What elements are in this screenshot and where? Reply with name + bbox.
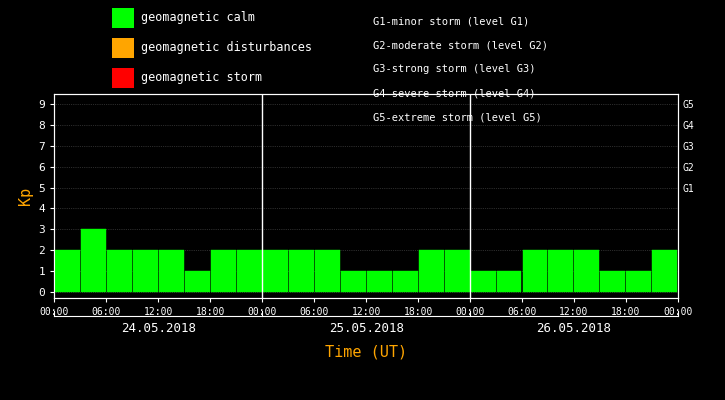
Bar: [262, 250, 288, 292]
Bar: [159, 250, 183, 292]
Bar: [367, 271, 392, 292]
Bar: [574, 250, 600, 292]
Y-axis label: Kp: Kp: [18, 187, 33, 205]
Text: geomagnetic storm: geomagnetic storm: [141, 72, 262, 84]
Text: G3-strong storm (level G3): G3-strong storm (level G3): [373, 64, 536, 74]
Text: G5-extreme storm (level G5): G5-extreme storm (level G5): [373, 112, 542, 122]
Bar: [444, 250, 470, 292]
Text: geomagnetic calm: geomagnetic calm: [141, 12, 255, 24]
Bar: [600, 271, 626, 292]
Text: 26.05.2018: 26.05.2018: [536, 322, 611, 334]
Bar: [341, 271, 365, 292]
Bar: [471, 271, 495, 292]
Text: geomagnetic disturbances: geomagnetic disturbances: [141, 42, 312, 54]
Bar: [549, 250, 573, 292]
Text: G2-moderate storm (level G2): G2-moderate storm (level G2): [373, 40, 548, 50]
Text: 25.05.2018: 25.05.2018: [328, 322, 404, 334]
Bar: [289, 250, 314, 292]
Bar: [393, 271, 418, 292]
Text: G1-minor storm (level G1): G1-minor storm (level G1): [373, 16, 530, 26]
Bar: [211, 250, 236, 292]
Bar: [523, 250, 547, 292]
Bar: [237, 250, 262, 292]
Text: 24.05.2018: 24.05.2018: [121, 322, 196, 334]
Bar: [315, 250, 339, 292]
Bar: [626, 271, 651, 292]
Text: G4-severe storm (level G4): G4-severe storm (level G4): [373, 88, 536, 98]
Bar: [418, 250, 444, 292]
Bar: [81, 229, 106, 292]
Bar: [55, 250, 80, 292]
Bar: [133, 250, 158, 292]
Text: Time (UT): Time (UT): [325, 344, 407, 360]
Bar: [497, 271, 521, 292]
Bar: [185, 271, 210, 292]
Bar: [652, 250, 677, 292]
Bar: [107, 250, 132, 292]
